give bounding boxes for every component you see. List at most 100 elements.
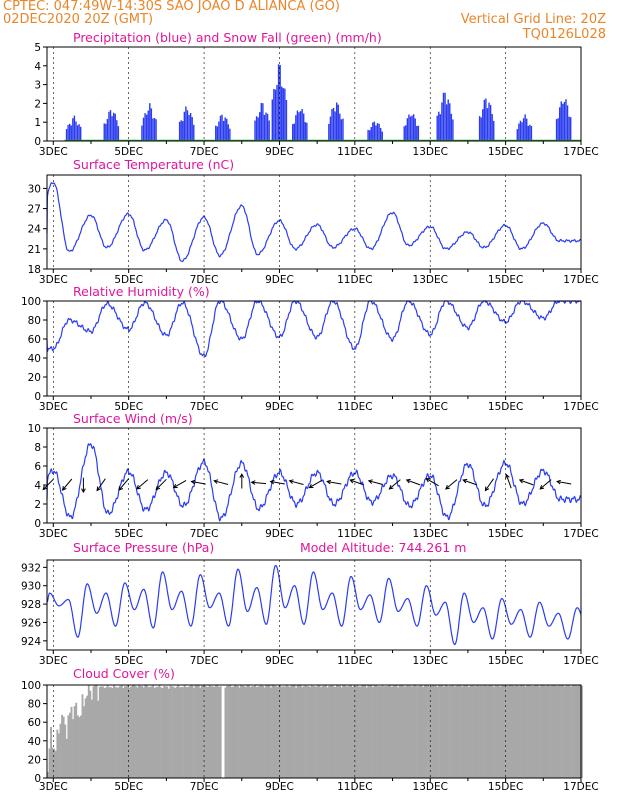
x-tick-label: 3DEC <box>39 274 68 286</box>
precip-bar <box>559 107 561 141</box>
cloud-bar <box>566 685 569 778</box>
x-tick-label: 15DEC <box>488 274 523 286</box>
precip-bar <box>105 123 107 141</box>
cloud-bar <box>265 685 268 778</box>
x-tick-label: 15DEC <box>488 401 523 413</box>
cloud-bar <box>295 687 298 778</box>
cloud-bar <box>65 738 68 778</box>
wind-arrow <box>81 477 86 494</box>
cloud-bar <box>464 685 467 778</box>
cloud-bar <box>230 686 233 778</box>
wind-arrow <box>42 478 54 491</box>
cloud-bar <box>251 686 254 778</box>
cloud-bar <box>376 686 379 778</box>
cloud-bar <box>350 685 352 778</box>
precip-bar <box>255 116 258 141</box>
cloud-bar <box>577 685 580 778</box>
cloud-bar <box>438 685 440 778</box>
cloud-bar <box>467 687 470 778</box>
panel-frame <box>46 46 582 142</box>
wind-arrow <box>556 479 572 485</box>
cloud-bar <box>79 715 82 778</box>
panel-temperature: Surface Temperature (nC) 3DEC 5DEC 7DEC 9DEC… <box>28 157 599 286</box>
precip-bar <box>409 116 412 141</box>
precip-bar <box>141 125 143 141</box>
precip-bar <box>563 101 566 141</box>
precip-bar <box>224 117 226 141</box>
cloud-bar <box>367 685 370 778</box>
x-tick-label: 17DEC <box>563 146 598 158</box>
cloud-bar <box>398 685 401 778</box>
cloud-bar <box>84 698 87 778</box>
cloud-bar <box>287 686 290 778</box>
cloud-bar <box>182 687 184 778</box>
y-tick-label: 926 <box>21 617 41 629</box>
cloud-bar <box>569 686 572 778</box>
cloud-bar <box>486 685 489 778</box>
cloud-bar <box>100 686 103 778</box>
precip-bar <box>519 120 522 141</box>
cloud-bar <box>76 715 79 778</box>
cloud-bar <box>185 686 188 778</box>
cloud-bar <box>499 686 502 778</box>
cloud-bar <box>194 685 197 778</box>
cloud-bar <box>98 686 101 778</box>
precip-bar <box>117 126 120 141</box>
cloud-bar <box>372 687 374 778</box>
cloud-bar <box>482 685 484 778</box>
precip-bar <box>149 103 151 141</box>
cloud-bar <box>379 686 382 778</box>
cloud-bar <box>348 685 351 778</box>
precip-bar <box>527 125 529 141</box>
precip-bar <box>183 111 186 141</box>
cloud-bar <box>434 685 437 778</box>
cloud-bar <box>219 686 222 778</box>
y-tick-label: 2 <box>34 98 41 110</box>
cloud-bar <box>458 685 461 778</box>
cloud-bar <box>324 685 327 778</box>
cloud-bar <box>94 685 96 778</box>
cloud-bar <box>317 685 319 778</box>
precip-bar <box>441 102 443 141</box>
precip-bar <box>480 117 482 141</box>
x-tick-label: 5DEC <box>114 274 143 286</box>
cloud-bar <box>56 729 59 778</box>
cloud-bar <box>544 686 547 778</box>
cloud-bar <box>365 687 368 778</box>
cloud-bar <box>383 686 385 778</box>
precip-bar <box>193 124 195 141</box>
x-tick-label: 13DEC <box>413 528 448 540</box>
y-tick-label: 60 <box>28 334 41 346</box>
precip-bar <box>257 117 259 141</box>
cloud-bar <box>202 685 205 778</box>
y-tick-label: 40 <box>28 736 41 748</box>
precip-bar <box>75 121 77 141</box>
wind-arrow <box>425 478 439 487</box>
cloud-bar <box>408 685 411 778</box>
panel-frame <box>46 300 582 397</box>
cloud-bar <box>353 685 356 778</box>
precip-bar <box>188 114 190 141</box>
cloud-bar <box>279 685 282 778</box>
cloud-bar <box>167 688 170 778</box>
precip-bar <box>403 126 405 141</box>
y-tick-label: 27 <box>28 204 41 216</box>
x-tick-label: 17DEC <box>563 274 598 286</box>
cloud-bar <box>213 687 216 778</box>
cloud-bar <box>442 686 445 778</box>
cloud-bar <box>563 686 566 778</box>
cloud-bar <box>378 686 381 778</box>
cloud-bar <box>318 685 321 778</box>
cloud-bar <box>335 685 338 778</box>
precip-bar <box>408 114 410 141</box>
x-tick-label: 17DEC <box>563 401 598 413</box>
panel-title: Surface Pressure (hPa) <box>73 540 214 555</box>
cloud-bar <box>496 685 499 778</box>
plot-area <box>46 182 582 263</box>
cloud-bar <box>156 686 159 778</box>
cloud-bar <box>81 694 84 778</box>
cloud-bar <box>469 685 472 778</box>
y-tick-label: 18 <box>28 264 41 276</box>
precip-bar <box>229 128 231 141</box>
precip-bar <box>112 112 115 141</box>
